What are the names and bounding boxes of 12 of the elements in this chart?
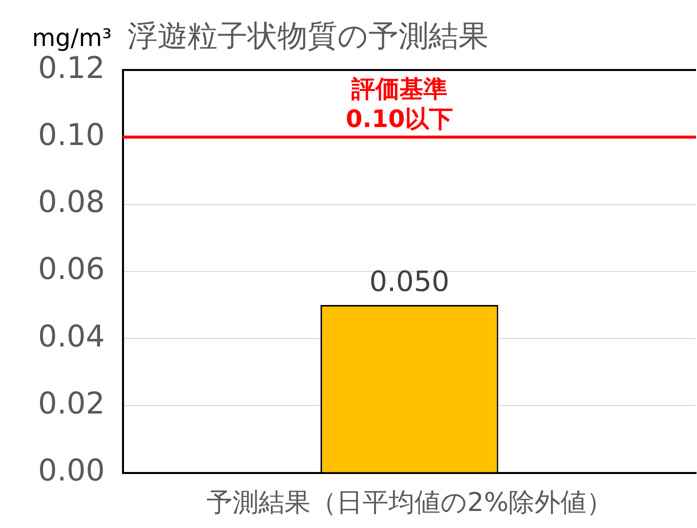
ref-line-label: 評価基準 0.10以下 <box>346 75 454 134</box>
y-tick-label: 0.10 <box>38 118 105 153</box>
y-tick-label: 0.12 <box>38 50 105 86</box>
y-axis-title: mg/m³ <box>32 24 112 52</box>
y-tick-label: 0.04 <box>38 319 105 354</box>
x-tick-label: 予測結果（日平均値の2%除外値） <box>206 488 613 518</box>
y-tick-label: 0.06 <box>38 252 105 288</box>
y-tick-label: 0.00 <box>38 454 105 489</box>
y-tick-label: 0.08 <box>38 185 105 220</box>
chart-title: 浮遊粒子状物質の予測結果 <box>128 19 489 54</box>
data-label: 0.050 <box>369 264 450 298</box>
y-tick-label: 0.02 <box>38 386 105 422</box>
